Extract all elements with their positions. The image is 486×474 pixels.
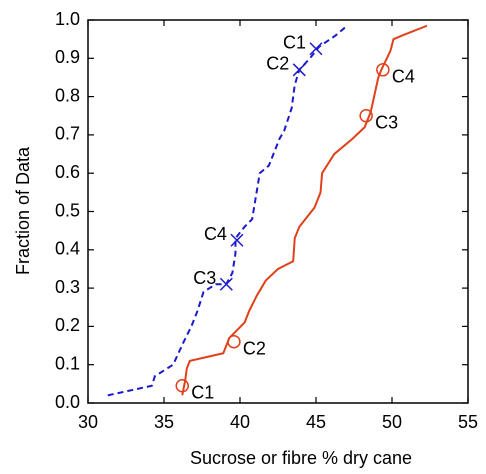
marker-label: C2 [243,338,266,358]
cdf-line [181,24,428,396]
marker-label: C3 [375,113,398,133]
x-tick-label: 35 [154,412,174,432]
y-tick-label: 0.2 [55,315,80,335]
marker [376,63,390,77]
marker [219,277,233,291]
x-tick-label: 55 [458,412,478,432]
y-tick-label: 0.6 [55,162,80,182]
y-tick-label: 0.0 [55,392,80,412]
x-tick-label: 30 [78,412,98,432]
x-tick-label: 50 [382,412,402,432]
marker [309,42,323,56]
marker-label: C4 [392,67,415,87]
y-tick-label: 0.1 [55,353,80,373]
y-tick-label: 0.8 [55,85,80,105]
x-tick-label: 40 [230,412,250,432]
marker-label: C3 [193,268,216,288]
y-tick-label: 1.0 [55,9,80,29]
marker [175,379,189,393]
x-axis-label: Sucrose or fibre % dry cane [190,448,412,468]
y-tick-label: 0.9 [55,47,80,67]
marker-label: C1 [283,32,306,52]
y-tick-label: 0.7 [55,124,80,144]
marker [230,233,244,247]
y-tick-label: 0.4 [55,239,80,259]
marker-label: C2 [266,54,289,74]
y-tick-label: 0.3 [55,277,80,297]
cdf-line [107,26,346,397]
marker [359,109,373,123]
y-tick-label: 0.5 [55,200,80,220]
y-axis-label: Fraction of Data [13,146,33,275]
marker [292,63,306,77]
marker-label: C1 [191,383,214,403]
x-tick-label: 45 [306,412,326,432]
marker-label: C4 [204,224,227,244]
marker [227,334,241,349]
